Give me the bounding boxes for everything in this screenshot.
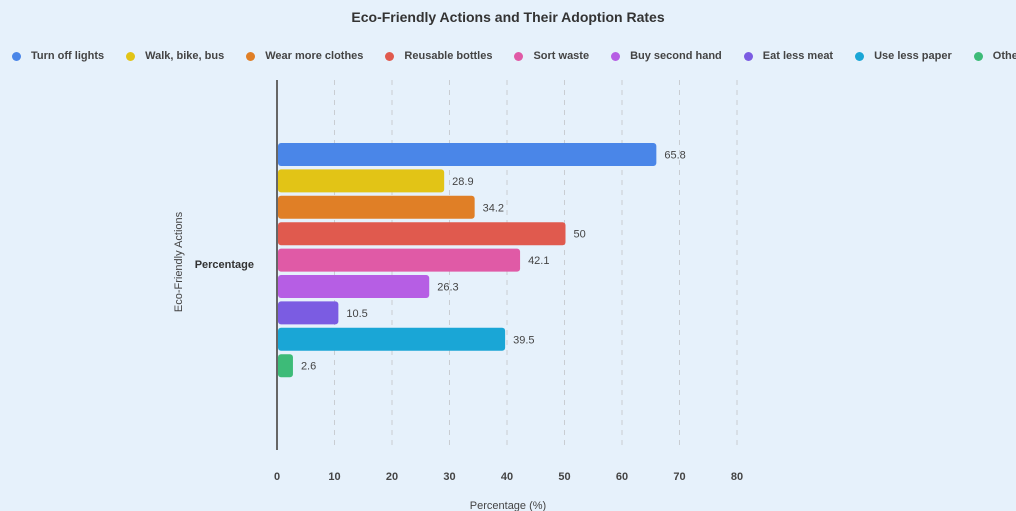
legend-label: Wear more clothes: [265, 50, 364, 62]
data-label: 50: [574, 229, 586, 241]
legend-label: Other: [992, 50, 1016, 62]
bar: [278, 222, 566, 246]
legend-item[interactable]: Reusable bottles: [385, 50, 492, 62]
legend-marker: [743, 51, 753, 61]
data-label: 65.8: [664, 150, 685, 162]
x-tick-label: 10: [328, 471, 340, 483]
data-label: 39.5: [513, 334, 534, 346]
legend-item[interactable]: Wear more clothes: [246, 50, 363, 62]
x-tick-label: 30: [443, 471, 455, 483]
legend-item[interactable]: Other: [973, 50, 1016, 62]
bar: [278, 354, 293, 378]
legend-marker: [246, 51, 256, 61]
chart-title: Eco-Friendly Actions and Their Adoption …: [351, 9, 665, 25]
data-label: 26.3: [437, 282, 458, 294]
data-label: 2.6: [301, 361, 316, 373]
bar: [278, 143, 657, 166]
x-tick-label: 60: [616, 471, 628, 483]
legend-label: Walk, bike, bus: [145, 50, 225, 62]
chart-legend: Turn off lights Walk, bike, bus Wear more …: [12, 48, 1016, 64]
y-category-label: Percentage: [195, 259, 254, 271]
data-label: 10.5: [346, 308, 367, 320]
legend-marker: [514, 51, 524, 61]
x-tick-label: 80: [731, 471, 743, 483]
bar: [278, 169, 445, 193]
legend-item[interactable]: Buy second hand: [611, 50, 722, 62]
bar: [278, 275, 430, 298]
legend-item[interactable]: Eat less meat: [743, 50, 834, 62]
legend-marker: [12, 51, 21, 61]
legend-label: Eat less meat: [762, 50, 834, 62]
legend-item[interactable]: Sort waste: [514, 50, 589, 62]
legend-label: Use less paper: [874, 50, 952, 62]
x-tick-label: 50: [558, 471, 570, 483]
x-tick-label: 40: [501, 471, 513, 483]
legend-item[interactable]: Turn off lights: [12, 50, 104, 62]
legend-marker: [611, 51, 621, 61]
y-axis-title: Eco-Friendly Actions: [173, 211, 185, 312]
legend-marker: [973, 51, 983, 61]
x-axis-title: Percentage (%): [470, 500, 546, 511]
x-tick-label: 0: [274, 471, 280, 483]
legend-label: Turn off lights: [31, 50, 105, 62]
legend-item[interactable]: Use less paper: [855, 50, 952, 62]
data-label: 28.9: [452, 176, 473, 188]
data-label: 42.1: [528, 255, 549, 267]
legend-label: Sort waste: [533, 50, 590, 62]
bar: [278, 195, 475, 219]
x-tick-label: 70: [673, 471, 685, 483]
legend-marker: [855, 51, 865, 61]
legend-marker: [126, 51, 136, 61]
bar: [278, 327, 506, 351]
legend-item[interactable]: Walk, bike, bus: [126, 50, 224, 62]
x-tick-label: 20: [386, 471, 398, 483]
legend-marker: [385, 51, 395, 61]
legend-label: Reusable bottles: [404, 50, 493, 62]
bar: [278, 301, 339, 325]
data-label: 34.2: [483, 202, 504, 214]
legend-label: Buy second hand: [630, 50, 722, 62]
bar: [278, 248, 521, 272]
